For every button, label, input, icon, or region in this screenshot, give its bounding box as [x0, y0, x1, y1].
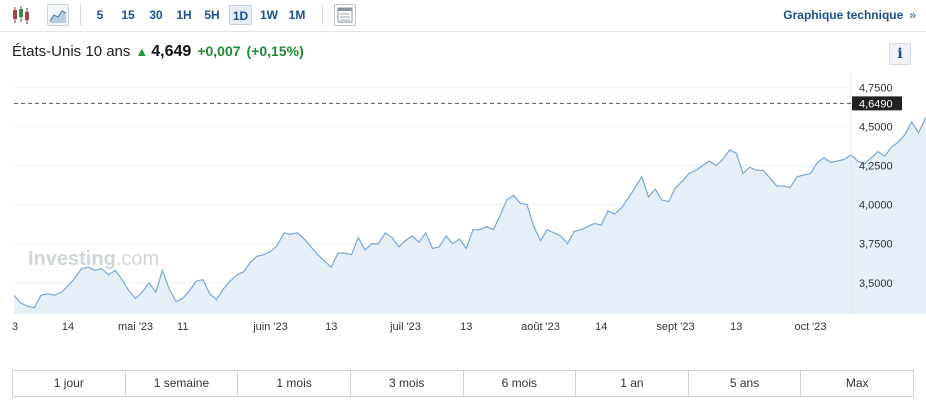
timeframe-5[interactable]: 5 [96, 8, 104, 22]
y-tick-label: 4,0000 [859, 200, 893, 212]
x-tick-label: oct '23 [794, 321, 826, 333]
timeframe-15[interactable]: 15 [121, 8, 135, 22]
range-6-months[interactable]: 6 mois [464, 371, 577, 396]
range-1-week[interactable]: 1 semaine [126, 371, 239, 396]
x-tick-label: 13 [325, 321, 337, 333]
watermark-logo: Investing.com [28, 248, 159, 270]
x-tick-label: 3 [12, 321, 18, 333]
candlestick-icon[interactable] [10, 4, 32, 26]
range-3-months[interactable]: 3 mois [351, 371, 464, 396]
last-price: 4,649 [151, 43, 192, 60]
price-line [13, 117, 926, 309]
x-tick-label: 11 [177, 321, 188, 333]
price-area [14, 118, 926, 314]
x-tick-label: mai '23 [118, 321, 153, 333]
quote-header: États-Unis 10 ans ▲ 4,649 +0,007 (+0,15%) [12, 43, 304, 61]
chevron-right-icon: » [909, 8, 916, 22]
price-chart[interactable]: Investing.com 4,6490 3,5000 3,7500 4,0000 4,2… [0, 72, 926, 334]
timeframe-5h[interactable]: 5H [204, 8, 220, 22]
range-selector: 1 jour 1 semaine 1 mois 3 mois 6 mois 1 … [12, 370, 914, 397]
x-tick-label: 14 [62, 321, 74, 333]
current-price-label: 4,6490 [859, 98, 893, 110]
y-tick-label: 4,2500 [859, 161, 893, 173]
x-tick-label: juin '23 [252, 321, 288, 333]
price-change-percent: (+0,15%) [246, 43, 304, 59]
range-1-day[interactable]: 1 jour [13, 371, 126, 396]
y-tick-label: 3,7500 [859, 239, 893, 251]
y-tick-label: 4,5000 [859, 122, 893, 134]
y-tick-label: 3,5000 [859, 278, 893, 290]
technical-chart-link[interactable]: Graphique technique » [783, 8, 916, 22]
area-chart-icon[interactable] [47, 4, 69, 26]
table-view-icon[interactable] [334, 4, 356, 26]
range-1-year[interactable]: 1 an [576, 371, 689, 396]
x-tick-label: 13 [460, 321, 472, 333]
timeframe-30[interactable]: 30 [149, 8, 163, 22]
timeframe-1d[interactable]: 1D [229, 5, 252, 25]
range-1-month[interactable]: 1 mois [238, 371, 351, 396]
chart-toolbar: 5 15 30 1H 5H 1D 1W 1M Graphique techniq… [0, 0, 926, 32]
x-tick-label: sept '23 [656, 321, 694, 333]
timeframe-1m[interactable]: 1M [288, 8, 306, 22]
range-5-years[interactable]: 5 ans [689, 371, 802, 396]
arrow-up-icon: ▲ [135, 44, 149, 59]
x-tick-label: 13 [730, 321, 742, 333]
instrument-name: États-Unis 10 ans [12, 43, 131, 60]
technical-chart-label: Graphique technique [783, 8, 904, 22]
toolbar-separator [322, 4, 323, 26]
current-price-badge [852, 96, 902, 111]
x-tick-label: juil '23 [389, 321, 421, 333]
toolbar-separator [80, 4, 81, 26]
timeframe-1w[interactable]: 1W [260, 8, 278, 22]
range-max[interactable]: Max [845, 376, 869, 390]
info-icon[interactable]: i [889, 43, 911, 65]
y-tick-label: 4,7500 [859, 83, 893, 95]
price-change: +0,007 [197, 43, 241, 59]
x-tick-label: 14 [595, 321, 607, 333]
x-tick-label: août '23 [521, 321, 560, 333]
timeframe-1h[interactable]: 1H [176, 8, 192, 22]
